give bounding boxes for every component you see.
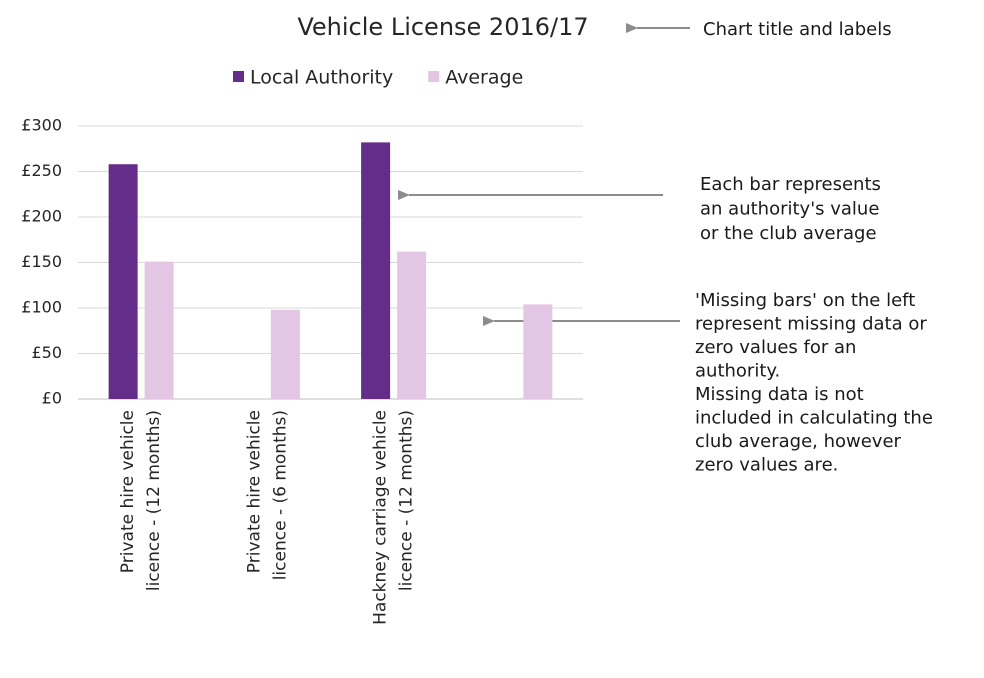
x-tick-label: Private hire vehicle xyxy=(244,410,264,573)
x-tick-label: Private hire vehicle xyxy=(118,410,138,573)
annotation: Chart title and labels xyxy=(703,19,892,40)
annotation: included in calculating the xyxy=(695,408,933,429)
annotation: represent missing data or xyxy=(695,314,927,335)
annotation: or the club average xyxy=(700,223,877,244)
y-tick-label: £300 xyxy=(21,116,62,135)
y-tick-label: £50 xyxy=(31,343,62,362)
bar xyxy=(144,261,174,399)
annotation: club average, however xyxy=(695,431,902,452)
bar xyxy=(361,142,391,399)
x-tick-label: Hackney carriage vehicle xyxy=(371,410,391,625)
legend-label: Local Authority xyxy=(250,67,393,89)
annotation: zero values for an xyxy=(695,337,856,358)
legend-swatch xyxy=(428,71,440,82)
bar xyxy=(523,304,553,399)
annotation: Missing data is not xyxy=(695,384,864,405)
annotation: 'Missing bars' on the left xyxy=(695,290,915,311)
annotation: an authority's value xyxy=(700,199,879,220)
bar xyxy=(108,164,138,399)
bar xyxy=(397,251,427,399)
x-tick-label: licence - (6 months) xyxy=(270,410,290,580)
y-tick-label: £0 xyxy=(42,389,62,408)
annotation: authority. xyxy=(695,361,780,382)
legend-swatch xyxy=(233,71,244,82)
chart-title: Vehicle License 2016/17 xyxy=(297,13,588,41)
y-tick-label: £100 xyxy=(21,298,62,317)
y-tick-label: £200 xyxy=(21,207,62,226)
annotation: Each bar represents xyxy=(700,174,881,195)
annotation: zero values are. xyxy=(695,455,838,476)
y-tick-label: £250 xyxy=(21,161,62,180)
x-tick-label: licence - (12 months) xyxy=(397,410,417,591)
bar xyxy=(270,309,300,399)
x-tick-label: licence - (12 months) xyxy=(144,410,164,591)
y-tick-label: £150 xyxy=(21,252,62,271)
legend-label: Average xyxy=(445,67,523,89)
